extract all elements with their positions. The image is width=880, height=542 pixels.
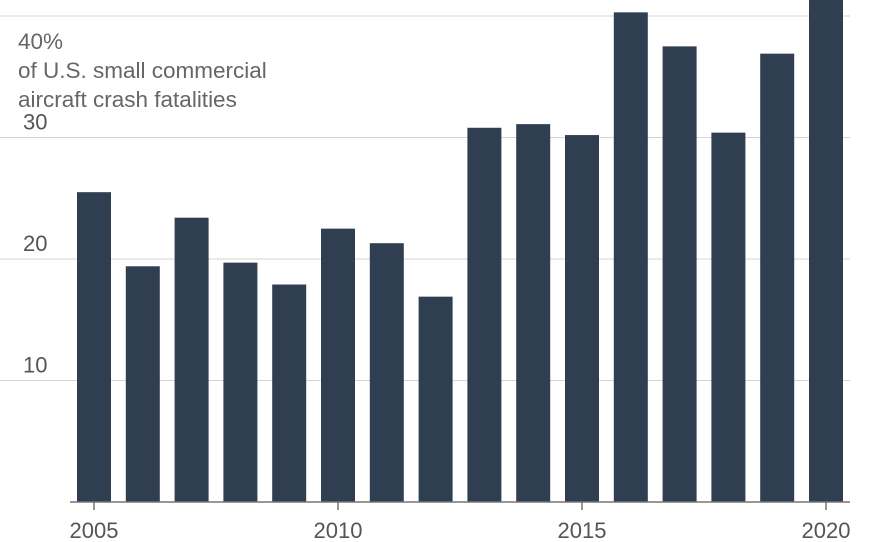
top-tick-label: 40% xyxy=(18,29,64,54)
y-tick-label: 20 xyxy=(23,231,47,256)
bar-2017 xyxy=(662,46,697,502)
bar-2020 xyxy=(809,0,843,502)
bar-2018 xyxy=(711,132,746,502)
bar-2006 xyxy=(125,266,160,502)
bar-2005 xyxy=(77,192,111,503)
bar-2016 xyxy=(613,12,648,502)
bar-2009 xyxy=(272,284,307,502)
bars xyxy=(77,0,843,503)
bar-2015 xyxy=(565,135,599,502)
bar-2019 xyxy=(760,53,795,502)
bar-2013 xyxy=(467,127,502,502)
y-tick-label: 10 xyxy=(23,353,47,378)
x-tick-label: 2005 xyxy=(70,518,119,542)
bar-2011 xyxy=(369,243,404,502)
bar-2012 xyxy=(418,296,453,502)
x-axis-ticks: 2005 2010 2015 2020 xyxy=(70,502,851,542)
x-tick-label: 2015 xyxy=(558,518,607,542)
bar-2007 xyxy=(174,217,209,502)
x-tick-label: 2010 xyxy=(314,518,363,542)
y-axis-label-line-1: of U.S. small commercial xyxy=(18,58,267,83)
bar-2010 xyxy=(321,228,355,502)
y-axis-label-line-2: aircraft crash fatalities xyxy=(18,87,237,112)
bar-2008 xyxy=(223,262,258,502)
x-tick-label: 2020 xyxy=(802,518,851,542)
y-axis-title: 40% of U.S. small commercial aircraft cr… xyxy=(18,27,273,114)
bar-2014 xyxy=(516,124,551,502)
